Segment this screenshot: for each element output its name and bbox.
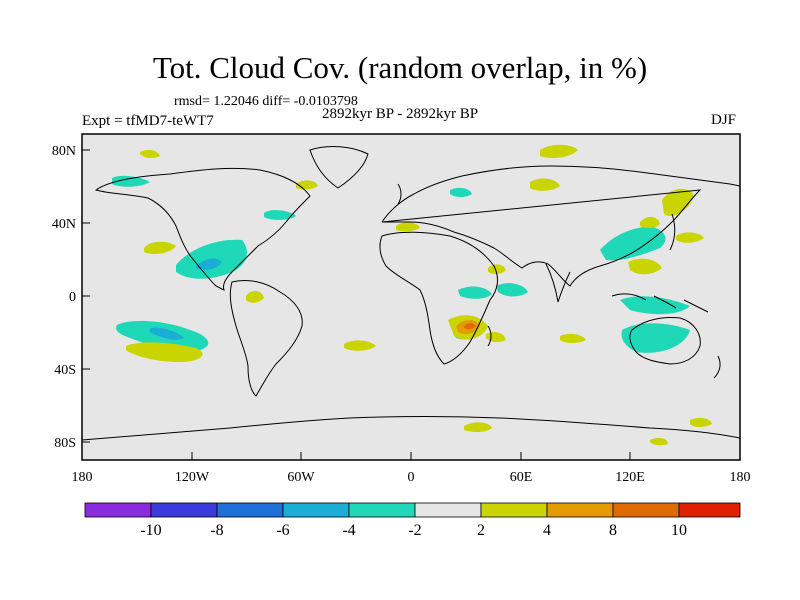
colorbar-label: -10 [140, 522, 161, 539]
anomaly-patch-south-pacific-positive [126, 342, 203, 362]
coastline-south-america [229, 279, 303, 397]
anomaly-patch-west-pacific [628, 258, 662, 275]
y-tick-label: 0 [69, 290, 76, 305]
anomaly-patch-antarctic-2 [690, 417, 712, 427]
colorbar-box-1 [84, 502, 152, 518]
map-background [82, 134, 740, 460]
coastline-new-zealand [713, 355, 721, 379]
anomaly-patch-southern-africa-peak [464, 323, 476, 330]
coastline-india [545, 263, 571, 303]
colorbar-box-7 [480, 502, 548, 518]
colorbar-box-8 [546, 502, 614, 518]
anomaly-patch-aleutian [112, 175, 150, 187]
colorbar-box-9 [612, 502, 680, 518]
anomaly-patch-indian-ocean-positive [560, 333, 586, 343]
period-label: 2892kyr BP - 2892kyr BP [322, 106, 479, 122]
colorbar-box-6 [414, 502, 482, 518]
x-tick-label: 0 [408, 470, 415, 485]
anomaly-patch-east-asia-inner [640, 216, 660, 228]
season-label: DJF [711, 112, 737, 128]
anomaly-patch-maritime-continent [620, 296, 690, 315]
anomaly-patch-south-pacific-core [150, 327, 184, 340]
anomaly-patch-australia [621, 323, 690, 353]
y-tick-label: 80N [52, 144, 76, 159]
anomaly-patch-north-atlantic [264, 210, 296, 220]
anomaly-patch-arabia [488, 264, 506, 274]
x-tick-label: 60E [510, 470, 533, 485]
x-tick-label: 120E [615, 470, 645, 485]
y-tick-label: 80S [54, 436, 76, 451]
axis-ticks [81, 149, 741, 460]
colorbar-label: -6 [276, 522, 289, 539]
y-tick-label: 40N [52, 217, 76, 232]
colorbar-box-10 [678, 502, 741, 518]
coastline-antarctica [81, 416, 741, 441]
colorbar-label: 4 [543, 522, 551, 539]
anomaly-patch-antarctic-1 [464, 422, 492, 432]
y-tick-labels: 80N 40N 0 40S 80S [52, 144, 76, 451]
coastline-north-america [94, 167, 311, 291]
coastline-africa [379, 231, 498, 365]
colorbar-label: 10 [671, 522, 687, 539]
rmsd-diff-stats: rmsd= 1.22046 diff= -0.0103798 [174, 94, 358, 109]
coastline-uk [397, 183, 402, 205]
colorbar-box-3 [216, 502, 284, 518]
colorbar-label: -2 [408, 522, 421, 539]
anomaly-patch-arctic-1 [140, 149, 160, 159]
x-tick-labels: 180 120W 60W 0 60E 120E 180 [72, 470, 751, 485]
anomaly-patch-mediterranean [396, 222, 420, 232]
anomaly-patch-east-asia [600, 226, 666, 261]
x-tick-label: 180 [72, 470, 93, 485]
anomaly-patch-east-asia-positive [662, 188, 694, 216]
anomaly-patch-north-pacific-east-core [196, 258, 222, 270]
anomaly-patch-north-sea [450, 187, 472, 197]
x-tick-label: 60W [287, 470, 315, 485]
coastline-maritime-continent [611, 293, 709, 313]
coastline-greenland [309, 146, 369, 189]
anomaly-patch-north-pacific-west [676, 232, 704, 243]
colorbar: -10 -8 -6 -4 -2 2 4 8 10 [84, 502, 741, 539]
anomaly-patch-siberia [530, 178, 560, 191]
map-title: Tot. Cloud Cov. (random overlap, in %) [152, 50, 648, 85]
anomaly-patch-arctic-2 [540, 144, 578, 158]
colorbar-label: -8 [210, 522, 223, 539]
experiment-label: Expt = tfMD7-teWT7 [82, 113, 214, 129]
colorbar-box-2 [150, 502, 218, 518]
coastlines [81, 146, 741, 441]
x-tick-label: 120W [175, 470, 210, 485]
anomaly-patch-indian-ocean [496, 283, 528, 297]
colorbar-label: -4 [342, 522, 355, 539]
colorbar-label: 8 [609, 522, 617, 539]
coastline-australia [629, 317, 701, 365]
coastline-japan [669, 213, 676, 251]
anomaly-patch-south-america [246, 290, 264, 303]
anomaly-patch-south-atlantic [344, 340, 376, 351]
anomaly-contours [112, 144, 712, 446]
y-tick-label: 40S [54, 363, 76, 378]
colorbar-label: 2 [477, 522, 485, 539]
coastline-eurasia [381, 165, 741, 287]
colorbar-box-4 [282, 502, 350, 518]
anomaly-patch-mid-pacific [144, 241, 176, 254]
x-tick-label: 180 [730, 470, 751, 485]
anomaly-patch-antarctic-3 [650, 437, 668, 446]
anomaly-patch-africa-east [458, 286, 492, 299]
colorbar-box-5 [348, 502, 416, 518]
coastline-madagascar [487, 325, 492, 347]
